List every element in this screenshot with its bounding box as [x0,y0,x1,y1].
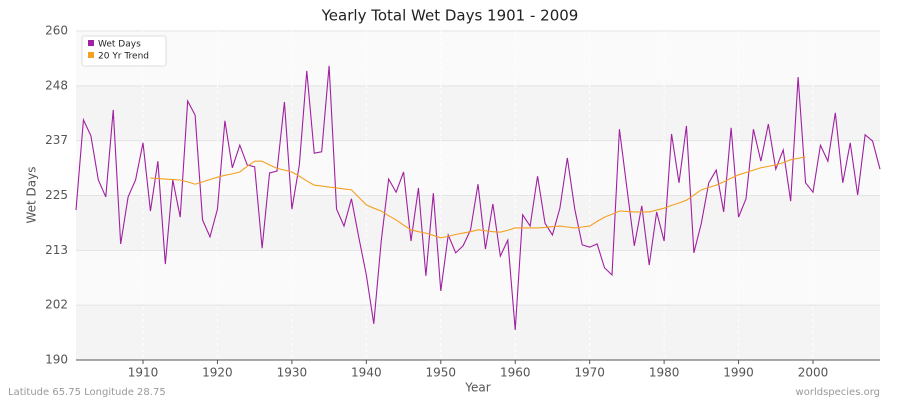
grid-band [76,250,880,306]
footer-left: Latitude 65.75 Longitude 28.75 [8,387,166,398]
plot-area [76,30,880,361]
legend-swatch [88,40,94,46]
x-tick-label: 1950 [426,366,457,380]
y-tick-label: 237 [45,133,68,147]
x-tick-label: 1990 [723,366,754,380]
y-tick-label: 202 [45,298,68,312]
x-axis-label: Year [464,381,490,395]
legend-box [81,35,167,67]
x-tick-label: 1960 [500,366,531,380]
legend-label: Wet Days [98,40,141,50]
y-tick-label: 190 [45,353,68,367]
chart-title: Yearly Total Wet Days 1901 - 2009 [321,7,579,25]
series-line [150,156,806,239]
x-tick-label: 1940 [351,366,382,380]
y-tick-label: 213 [45,243,68,257]
y-tick-label: 248 [45,78,68,92]
x-tick-label: 1980 [649,366,680,380]
y-axis-label: Wet Days [25,166,39,223]
y-tick-label: 260 [45,24,68,38]
x-tick-label: 1930 [277,366,308,380]
x-tick-label: 1920 [202,366,233,380]
y-tick-label: 225 [45,188,68,202]
grid-band [76,31,880,86]
series-line [75,65,881,330]
legend-label: 20 Yr Trend [98,52,149,62]
x-tick-label: 1910 [128,366,159,380]
x-tick-label: 1970 [574,366,605,380]
x-tick-label: 2000 [798,366,829,380]
legend-swatch [88,52,94,58]
footer-right: worldspecies.org [796,387,880,398]
